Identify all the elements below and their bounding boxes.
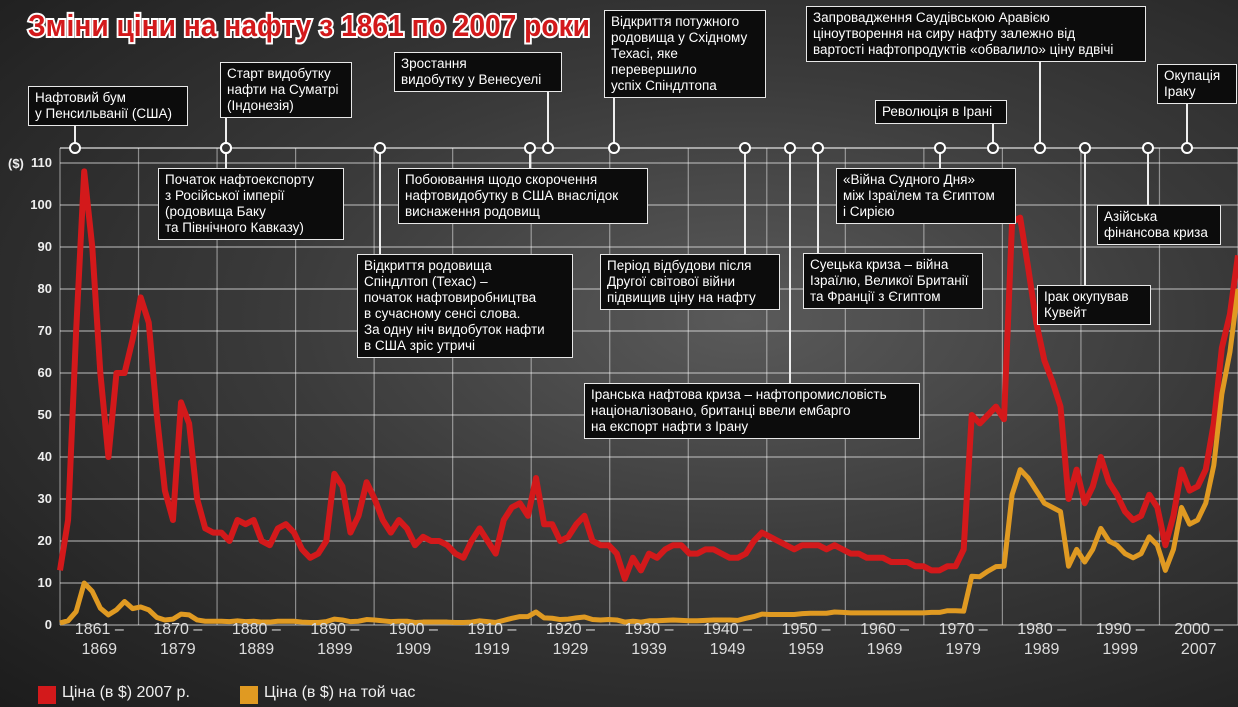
annotation-pin [1143, 143, 1153, 153]
annotation-pin [609, 143, 619, 153]
x-tick-label: 1960 – 1969 [855, 620, 915, 660]
x-tick-label: 1861 – 1869 [69, 620, 129, 660]
annotation-pin [525, 143, 535, 153]
annotation: Зростання видобутку у Венесуелі [394, 52, 562, 92]
annotation-pin [988, 143, 998, 153]
infographic: Зміни ціни на нафту з 1861 по 2007 роки … [0, 0, 1238, 707]
y-tick-label: 10 [22, 575, 52, 590]
annotation-pin [70, 143, 80, 153]
annotation: Нафтовий бум у Пенсильванії (США) [28, 86, 188, 126]
annotation: Початок нафтоекспорту з Російської імпер… [158, 168, 344, 240]
y-tick-label: 80 [22, 281, 52, 296]
y-tick-label: 0 [22, 617, 52, 632]
y-tick-label: 70 [22, 323, 52, 338]
y-tick-label: 100 [22, 197, 52, 212]
annotation: Період відбудови після Другої світової в… [600, 254, 780, 310]
x-tick-label: 1990 – 1999 [1090, 620, 1150, 660]
legend-label: Ціна (в $) 2007 р. [62, 684, 190, 702]
annotation: Відкриття потужного родовища у Східному … [604, 10, 766, 98]
price-line [60, 289, 1238, 623]
x-tick-label: 1940 – 1949 [698, 620, 758, 660]
y-tick-label: 110 [22, 155, 52, 170]
annotation-pin [785, 143, 795, 153]
x-tick-label: 1870 – 1879 [148, 620, 208, 660]
legend-label: Ціна (в $) на той час [264, 684, 415, 702]
annotation: Побоювання щодо скорочення нафтовидобутк… [398, 168, 648, 224]
annotation-pin [543, 143, 553, 153]
x-tick-label: 1900 – 1909 [383, 620, 443, 660]
annotation: «Війна Судного Дня» між Ізраїлем та Єгип… [836, 168, 1016, 224]
x-tick-label: 1880 – 1889 [226, 620, 286, 660]
annotation: Старт видобутку нафти на Суматрі (Індоне… [220, 62, 352, 118]
annotation-pin [375, 143, 385, 153]
y-tick-label: 90 [22, 239, 52, 254]
x-tick-label: 1930 – 1939 [619, 620, 679, 660]
x-tick-label: 1950 – 1959 [776, 620, 836, 660]
annotation-pin [740, 143, 750, 153]
annotation-pin [1182, 143, 1192, 153]
annotation: Суецька криза – війна Ізраїлю, Великої Б… [803, 253, 983, 309]
x-tick-label: 2000 – 2007 [1169, 620, 1229, 660]
annotation: Іранська нафтова криза – нафтопромислові… [584, 383, 920, 439]
legend-swatch [38, 686, 56, 704]
x-tick-label: 1910 – 1919 [462, 620, 522, 660]
y-tick-label: 40 [22, 449, 52, 464]
annotation-pin [1080, 143, 1090, 153]
x-tick-label: 1970 – 1979 [933, 620, 993, 660]
annotation: Окупація Іраку [1157, 64, 1237, 104]
y-tick-label: 60 [22, 365, 52, 380]
annotation-pin [1035, 143, 1045, 153]
annotation: Запровадження Саудівською Аравією ціноут… [806, 6, 1146, 62]
y-tick-label: 30 [22, 491, 52, 506]
annotation: Ірак окупував Кувейт [1037, 285, 1151, 325]
annotation: Відкриття родовища Спіндлтоп (Техас) – п… [357, 254, 573, 358]
annotation-pin [221, 143, 231, 153]
x-tick-label: 1920 – 1929 [540, 620, 600, 660]
chart-title: Зміни ціни на нафту з 1861 по 2007 роки [28, 8, 590, 43]
x-tick-label: 1890 – 1899 [305, 620, 365, 660]
annotation-pin [935, 143, 945, 153]
y-tick-label: 50 [22, 407, 52, 422]
annotation: Азійська фінансова криза [1097, 205, 1221, 245]
y-tick-label: 20 [22, 533, 52, 548]
legend-swatch [240, 686, 258, 704]
x-tick-label: 1980 – 1989 [1012, 620, 1072, 660]
annotation-pin [813, 143, 823, 153]
annotation: Революція в Ірані [875, 100, 1007, 124]
